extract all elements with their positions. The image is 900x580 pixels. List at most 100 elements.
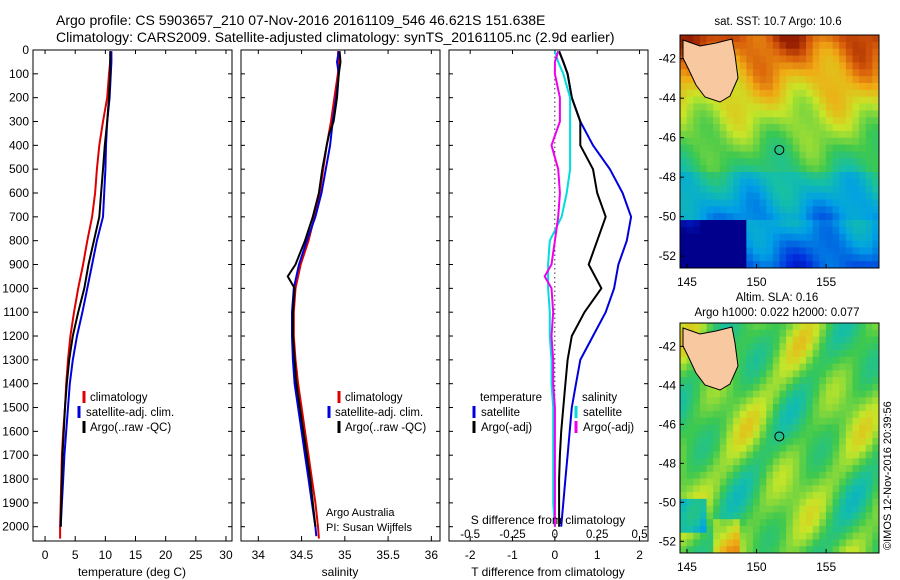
map-cell <box>845 199 853 207</box>
map-cell <box>739 151 747 159</box>
map-cell <box>865 532 873 540</box>
map-cell <box>693 137 701 146</box>
map-cell <box>680 532 688 540</box>
map-cell <box>759 498 767 507</box>
map-cell <box>865 323 873 331</box>
tasmania-landmass <box>682 38 739 103</box>
map-cell <box>772 35 780 43</box>
map-cell <box>779 431 787 439</box>
map-cell <box>865 172 873 180</box>
map-cell <box>832 512 840 520</box>
series-line <box>543 50 561 527</box>
map-cell <box>706 213 714 221</box>
map-cell <box>726 220 734 228</box>
map-cell <box>845 492 853 500</box>
y-tick-label: 1300 <box>2 353 29 367</box>
map-cell <box>819 178 827 187</box>
map-cell <box>819 519 827 527</box>
map-cell <box>865 62 873 70</box>
map-cell <box>693 110 701 118</box>
map-cell <box>733 438 741 446</box>
map-cell <box>865 329 873 337</box>
map-cell <box>812 424 820 432</box>
map-cell <box>806 336 814 344</box>
map-cell <box>865 144 873 152</box>
credit-argo-australia: Argo Australia <box>326 507 395 519</box>
map-cell <box>832 62 840 70</box>
map-cell <box>766 220 774 228</box>
map-cell <box>872 82 880 91</box>
map-cell <box>832 498 840 507</box>
map-cell <box>686 417 694 425</box>
map-cell <box>792 261 800 269</box>
map-cell <box>752 431 760 439</box>
map-cell <box>693 492 701 500</box>
map-cell <box>719 539 727 547</box>
map-cell <box>806 144 814 152</box>
map-cell <box>812 117 820 125</box>
map-cell <box>792 110 800 118</box>
map-cell <box>799 185 807 194</box>
map-cell <box>680 172 688 180</box>
map-cell <box>726 247 734 255</box>
map-cell <box>786 323 794 331</box>
map-cell <box>779 424 787 432</box>
map-cell <box>686 110 694 118</box>
map-cell <box>865 130 873 139</box>
map-cell <box>859 525 867 534</box>
map-cell <box>825 82 833 91</box>
map-cell <box>746 247 754 255</box>
map-cell <box>786 192 794 200</box>
map-cell <box>812 404 820 412</box>
map-cell <box>726 165 734 173</box>
map-cell <box>806 532 814 540</box>
map-cell <box>825 124 833 132</box>
map-cell <box>852 410 860 419</box>
y-tick-label: 100 <box>9 67 29 81</box>
map-cell <box>766 96 774 104</box>
map-cell <box>806 465 814 473</box>
map-cell <box>852 492 860 500</box>
map-cell <box>693 323 701 331</box>
y-tick-label: 600 <box>9 186 29 200</box>
map-cell <box>806 158 814 166</box>
map-cell <box>766 178 774 187</box>
map-cell <box>766 336 774 344</box>
map-cell <box>766 69 774 77</box>
map-cell <box>839 492 847 500</box>
map-cell <box>792 137 800 146</box>
map-cell <box>693 199 701 207</box>
map-cell <box>819 254 827 262</box>
map-cell <box>746 471 754 479</box>
map-cell <box>699 492 707 500</box>
map-cell <box>786 519 794 527</box>
map-cell <box>772 110 780 118</box>
map-cell <box>852 539 860 547</box>
map-cell <box>772 356 780 364</box>
map-cell <box>713 492 721 500</box>
y-tick-label: 700 <box>9 210 29 224</box>
map-cell <box>819 363 827 371</box>
map-cell <box>752 96 760 104</box>
map-cell <box>699 417 707 425</box>
map-cell <box>806 417 814 425</box>
map-cell <box>726 185 734 194</box>
map-cell <box>706 383 714 392</box>
map-cell <box>799 158 807 166</box>
map-cell <box>799 350 807 358</box>
map-cell <box>686 532 694 540</box>
map-cell <box>719 254 727 262</box>
map-cell <box>792 329 800 337</box>
map-cell <box>739 124 747 132</box>
map-cell <box>799 103 807 111</box>
map-cell <box>779 96 787 104</box>
map-cell <box>819 48 827 56</box>
legend-label: climatology <box>90 392 148 404</box>
temperature-axis: 0 5 10 15 20 25 30 <box>42 49 233 562</box>
map-cell <box>852 458 860 466</box>
map-cell <box>726 178 734 187</box>
map-cell <box>872 199 880 207</box>
map-cell <box>839 410 847 419</box>
map-cell <box>706 465 714 473</box>
map-cell <box>746 424 754 432</box>
